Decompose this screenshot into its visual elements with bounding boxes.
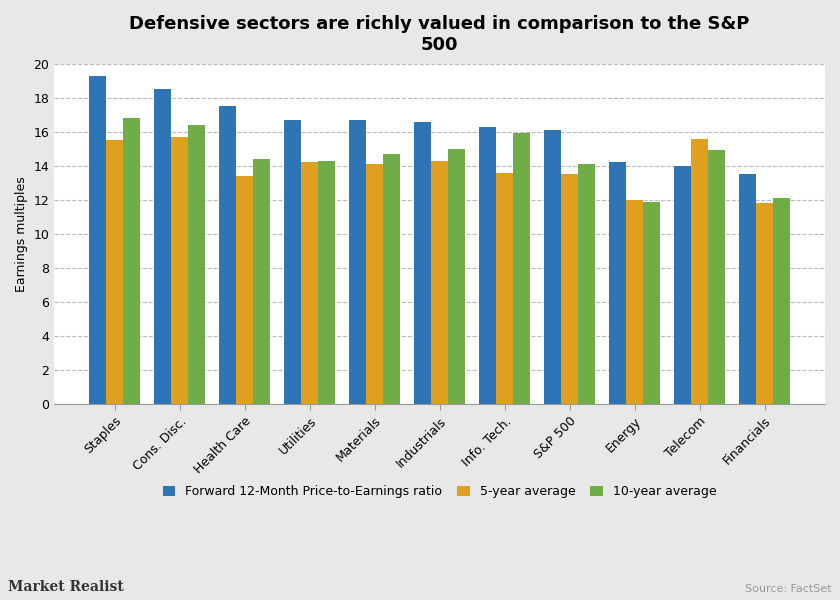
Bar [106,140,123,404]
Bar [219,106,236,404]
Bar [643,202,660,404]
Bar [155,89,171,404]
Bar [366,164,383,404]
Bar [496,173,513,404]
Legend: Forward 12-Month Price-to-Earnings ratio, 5-year average, 10-year average: Forward 12-Month Price-to-Earnings ratio… [163,485,717,498]
Bar [414,122,431,404]
Bar [773,198,790,404]
Bar [383,154,400,404]
Bar [171,137,188,404]
Text: Market Realist: Market Realist [8,580,124,594]
Bar [626,200,643,404]
Text: Source: FactSet: Source: FactSet [745,584,832,594]
Bar [708,151,725,404]
Bar [302,163,318,404]
Bar [739,175,756,404]
Bar [253,159,270,404]
Bar [123,118,140,404]
Bar [578,164,595,404]
Bar [284,120,302,404]
Bar [349,120,366,404]
Bar [513,133,530,404]
Bar [480,127,496,404]
Bar [544,130,561,404]
Bar [431,161,448,404]
Bar [609,163,626,404]
Bar [188,125,205,404]
Title: Defensive sectors are richly valued in comparison to the S&P
500: Defensive sectors are richly valued in c… [129,15,750,54]
Bar [89,76,106,404]
Bar [691,139,708,404]
Bar [448,149,465,404]
Bar [675,166,691,404]
Bar [756,203,773,404]
Bar [318,161,335,404]
Y-axis label: Earnings multiples: Earnings multiples [15,176,28,292]
Bar [561,175,578,404]
Bar [236,176,253,404]
